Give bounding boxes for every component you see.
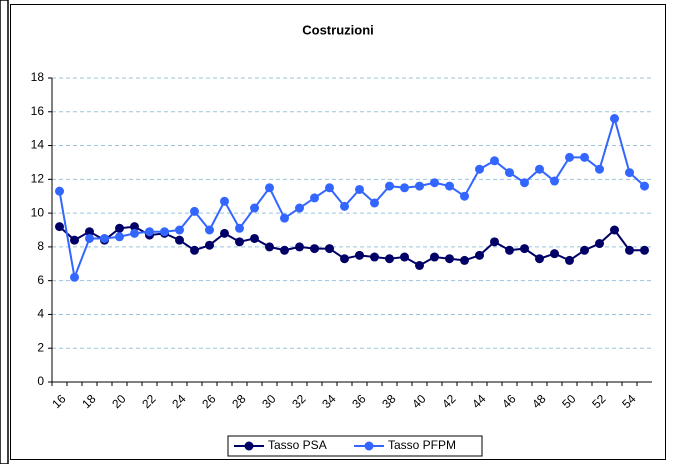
point [280,245,289,255]
point [235,223,244,233]
point [445,254,454,264]
chart-title: Costruzioni [302,22,374,37]
point [550,176,559,186]
point [640,245,649,255]
point [445,181,454,191]
point [130,222,139,232]
point [280,213,289,223]
point [175,235,184,245]
point [190,206,199,216]
point [355,184,364,194]
y-tick-label: 2 [37,340,44,354]
point [565,255,574,265]
chart-border [10,4,666,460]
point [310,193,319,203]
point [250,233,259,243]
point [535,164,544,174]
point [220,228,229,238]
point [370,198,379,208]
point [145,227,154,237]
series-line [58,114,646,282]
point [190,245,199,255]
y-tick-label: 0 [37,374,44,388]
point [115,223,124,233]
y-tick-label: 16 [31,104,45,118]
point [220,196,229,206]
point [535,254,544,264]
y-tick-label: 10 [31,205,45,219]
point [295,242,304,252]
point [325,183,334,193]
point [625,245,634,255]
point [475,164,484,174]
point [205,240,214,250]
point [625,168,634,178]
y-tick-label: 6 [37,273,44,287]
point [340,254,349,264]
point [505,245,514,255]
point [400,183,409,193]
point [55,186,64,196]
point [385,181,394,191]
point [565,152,574,162]
point [460,255,469,265]
point [175,225,184,235]
point [265,183,274,193]
series-line [58,225,645,267]
point [505,168,514,178]
legend-marker [244,441,254,451]
point [355,250,364,260]
point [595,239,604,249]
point [550,249,559,259]
legend-label: Tasso PFPM [388,438,456,452]
point [580,152,589,162]
point [325,244,334,254]
point [520,244,529,254]
point [595,164,604,174]
y-tick-label: 12 [31,172,45,186]
point [490,156,499,166]
y-tick-label: 4 [37,307,44,321]
point [400,252,409,262]
point [475,250,484,260]
point [580,245,589,255]
point [70,235,79,245]
point [235,237,244,247]
point [370,252,379,262]
point [70,272,79,282]
point [490,237,499,247]
point [430,252,439,262]
point [520,178,529,188]
point [385,254,394,264]
point [460,191,469,201]
point [415,260,424,270]
point [55,222,64,232]
point [640,181,649,191]
y-tick-label: 18 [31,70,45,84]
point [295,203,304,213]
point [265,242,274,252]
y-tick-label: 8 [37,239,44,253]
point [610,225,619,235]
point [250,203,259,213]
point [415,181,424,191]
point [115,232,124,242]
point [205,225,214,235]
legend-label: Tasso PSA [268,438,327,452]
point [610,114,619,124]
point [85,227,94,237]
point [430,178,439,188]
point [160,227,169,237]
y-tick-label: 14 [31,138,45,152]
point [100,233,109,243]
point [85,233,94,243]
legend-marker [364,441,374,451]
point [340,201,349,211]
point [310,244,319,254]
point [130,228,139,238]
frame-edge [0,0,9,465]
